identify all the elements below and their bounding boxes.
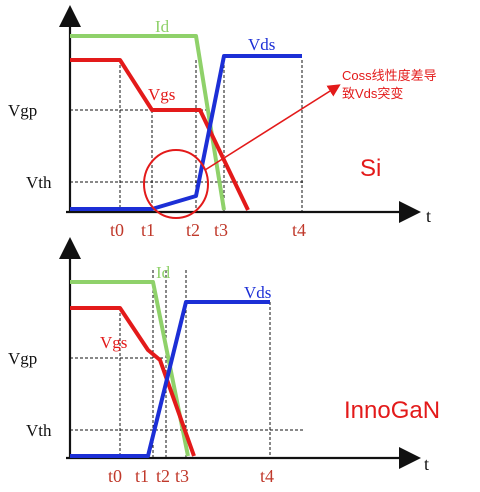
si-guide-lines bbox=[70, 60, 305, 212]
gan-time-axis-label: t bbox=[424, 454, 429, 474]
si-platform-label: Si bbox=[360, 155, 381, 182]
gan-vds-label: Vds bbox=[244, 283, 271, 302]
si-t0-label: t0 bbox=[110, 220, 124, 240]
gan-t4-label: t4 bbox=[260, 466, 274, 486]
si-panel: Id Vgs Vds Vgp Vth t0 t1 t2 t3 t4 t Coss… bbox=[8, 5, 437, 240]
si-vth-label: Vth bbox=[26, 173, 52, 192]
si-t3-label: t3 bbox=[214, 220, 228, 240]
gan-t1-label: t1 bbox=[135, 466, 149, 486]
gan-platform-label: InnoGaN bbox=[344, 397, 440, 424]
si-annotation-text-line1: Coss线性度差导 bbox=[342, 68, 437, 83]
si-id-curve bbox=[70, 34, 226, 211]
si-coss-highlight-circle bbox=[143, 149, 209, 219]
gan-t2-label: t2 bbox=[156, 466, 170, 486]
si-annotation-text-line2: 致Vds突变 bbox=[342, 86, 403, 101]
gan-vgs-curve bbox=[70, 306, 196, 457]
gan-t0-label: t0 bbox=[108, 466, 122, 486]
si-id-label: Id bbox=[155, 17, 170, 36]
si-vgp-label: Vgp bbox=[8, 101, 37, 120]
gan-t3-label: t3 bbox=[175, 466, 189, 486]
gan-panel: Id Vgs Vds Vgp Vth t0 t1 t2 t3 t4 t Inno… bbox=[8, 237, 440, 486]
gan-vgs-label: Vgs bbox=[100, 333, 127, 352]
si-vgs-curve bbox=[70, 58, 250, 211]
si-vds-label: Vds bbox=[248, 35, 275, 54]
gan-vth-label: Vth bbox=[26, 421, 52, 440]
si-vgs-label: Vgs bbox=[148, 85, 175, 104]
si-t1-label: t1 bbox=[141, 220, 155, 240]
si-t2-label: t2 bbox=[186, 220, 200, 240]
si-t4-label: t4 bbox=[292, 220, 306, 240]
si-time-axis-label: t bbox=[426, 206, 431, 226]
si-annotation-arrow bbox=[204, 84, 341, 171]
gan-vgp-label: Vgp bbox=[8, 349, 37, 368]
gan-vds-curve bbox=[70, 300, 270, 458]
si-vds-curve bbox=[70, 54, 302, 211]
gan-id-label: Id bbox=[156, 263, 171, 282]
gan-id-curve bbox=[70, 280, 190, 457]
